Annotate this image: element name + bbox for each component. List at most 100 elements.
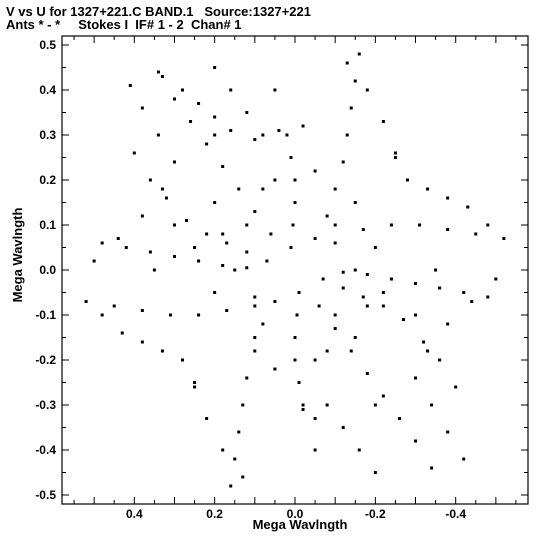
uv-point: [357, 52, 361, 56]
uv-point: [486, 223, 490, 227]
uv-point: [345, 61, 349, 65]
uv-point: [301, 124, 305, 128]
y-tick-label: -0.5: [35, 488, 56, 502]
uv-point: [494, 277, 498, 281]
uv-point: [221, 448, 225, 452]
uv-point: [221, 232, 225, 236]
uv-point: [241, 403, 245, 407]
uv-point: [245, 111, 249, 114]
uv-point: [172, 255, 176, 258]
uv-point: [92, 259, 96, 263]
uv-point: [185, 219, 189, 222]
uv-point: [313, 448, 317, 452]
uv-point: [245, 223, 249, 227]
uv-point: [213, 133, 217, 137]
uv-point: [454, 385, 458, 389]
uv-point: [353, 201, 357, 204]
uv-point: [462, 291, 466, 294]
uv-point: [349, 349, 353, 353]
uv-point: [168, 313, 172, 317]
uv-point: [418, 223, 422, 227]
uv-point: [502, 237, 506, 240]
uv-point: [389, 277, 393, 281]
uv-point: [293, 201, 297, 204]
uv-point: [357, 448, 361, 452]
uv-point: [446, 430, 450, 434]
uv-point: [397, 417, 401, 420]
uv-point: [253, 349, 257, 353]
uv-point: [295, 313, 299, 317]
uv-point: [389, 223, 393, 227]
uv-point: [341, 160, 345, 164]
uv-point: [361, 295, 365, 299]
uv-point: [253, 138, 257, 141]
uv-point: [462, 457, 466, 461]
uv-point: [245, 266, 249, 270]
uv-point: [422, 340, 426, 344]
plot-frame: [61, 35, 529, 505]
uv-point: [430, 466, 434, 470]
uv-point: [156, 70, 160, 74]
y-tick-label: 0.2: [39, 173, 56, 187]
uv-point: [277, 129, 281, 132]
uv-point: [140, 340, 144, 344]
uv-point: [273, 300, 277, 303]
x-tick-label: 0.2: [206, 507, 223, 521]
uv-point: [381, 394, 385, 398]
uv-point: [265, 259, 269, 263]
uv-point: [405, 178, 409, 182]
uv-point: [241, 475, 245, 479]
uv-point: [172, 223, 176, 227]
uv-point: [365, 273, 369, 276]
uv-point: [321, 277, 325, 281]
uv-point: [325, 214, 329, 218]
x-tick-label: -0.4: [445, 507, 466, 521]
x-tick-label: 0.0: [287, 507, 304, 521]
uv-point: [381, 291, 385, 294]
uv-point: [221, 264, 225, 267]
uv-point: [193, 385, 197, 389]
uv-point: [333, 313, 337, 317]
uv-point: [172, 160, 176, 164]
uv-point: [132, 151, 136, 155]
uv-point: [438, 358, 442, 362]
uv-point: [361, 228, 365, 231]
uv-point: [333, 241, 337, 245]
uv-point: [353, 336, 357, 339]
uv-point: [148, 250, 152, 254]
uv-point: [349, 106, 353, 110]
uv-point: [156, 133, 160, 137]
uv-point: [289, 246, 293, 249]
uv-point: [414, 282, 418, 285]
uv-point: [273, 88, 277, 92]
uv-point: [148, 178, 152, 182]
uv-point: [205, 417, 209, 420]
uv-point: [245, 250, 249, 254]
axis-ticks: [62, 36, 528, 504]
uv-point: [393, 156, 397, 159]
uv-point: [414, 376, 418, 380]
uv-point: [466, 205, 470, 209]
uv-point: [426, 187, 430, 191]
uv-point: [301, 408, 305, 411]
uv-point: [197, 102, 201, 105]
uv-point: [313, 358, 317, 362]
uv-point: [297, 381, 301, 384]
y-tick-label: 0.4: [39, 83, 56, 97]
uv-point: [261, 187, 265, 191]
uv-point: [434, 268, 438, 272]
uv-point: [373, 471, 377, 474]
uv-point: [112, 304, 116, 308]
uv-point: [253, 295, 257, 299]
uv-point: [341, 270, 345, 274]
uv-point: [152, 268, 156, 272]
uv-point: [229, 484, 233, 488]
uv-point: [237, 430, 241, 434]
uv-point: [486, 295, 490, 299]
data-points: [84, 52, 506, 488]
uv-point: [446, 322, 450, 326]
uv-point: [197, 313, 201, 317]
uv-point: [253, 304, 257, 308]
uv-point: [140, 214, 144, 218]
uv-point: [325, 403, 329, 407]
